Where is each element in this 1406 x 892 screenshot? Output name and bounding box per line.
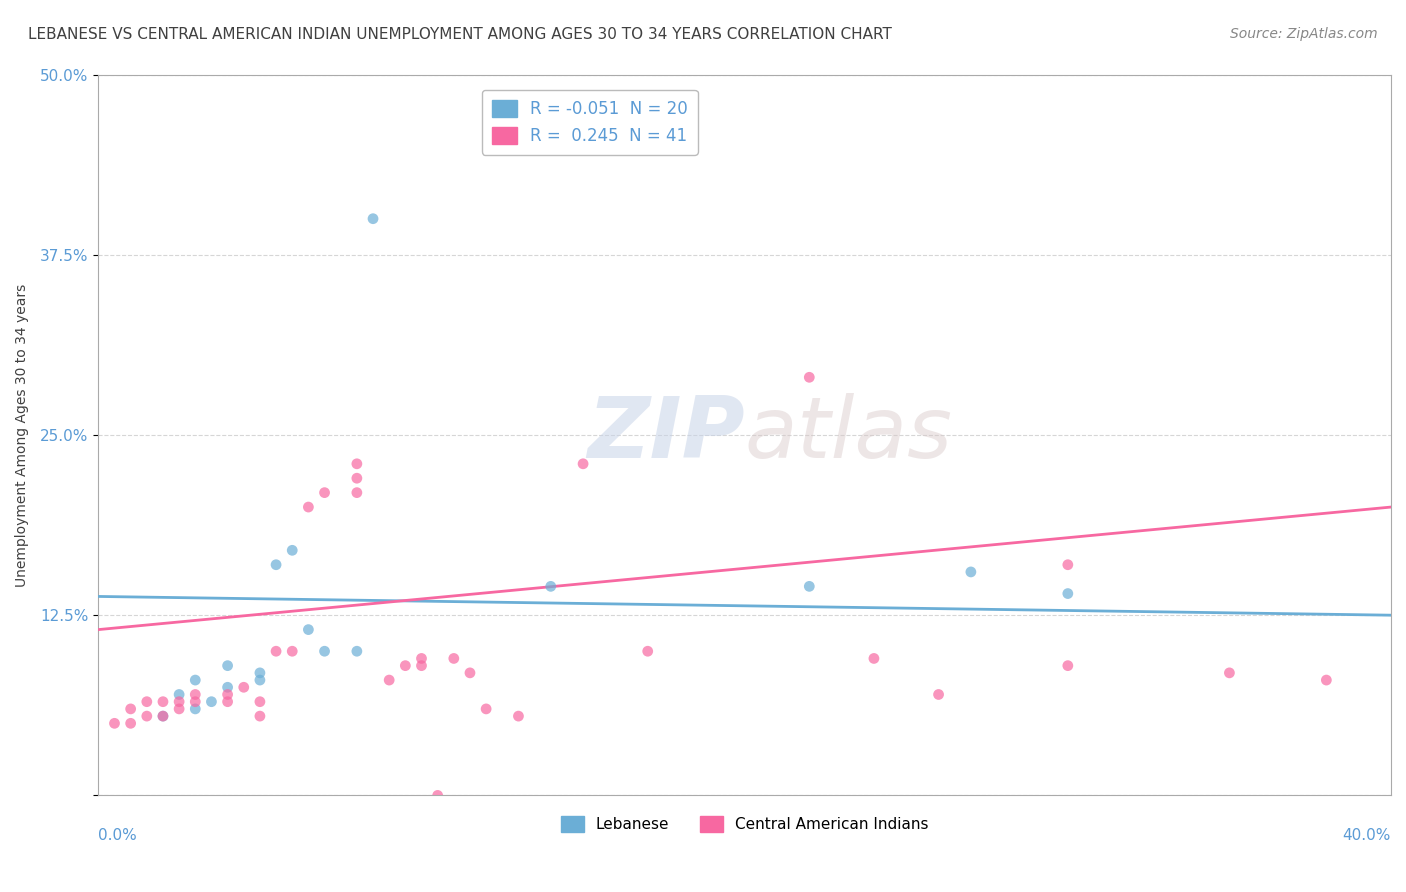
Point <box>184 688 207 702</box>
Point <box>1056 586 1078 600</box>
Point <box>346 457 368 471</box>
Point <box>281 644 304 658</box>
Point <box>217 688 239 702</box>
Point <box>249 709 271 723</box>
Point <box>443 651 465 665</box>
Point <box>799 579 821 593</box>
Point <box>1056 558 1078 572</box>
Point <box>1218 665 1240 680</box>
Point <box>200 695 222 709</box>
Point <box>314 485 336 500</box>
Point <box>217 695 239 709</box>
Point <box>184 702 207 716</box>
Point <box>297 500 319 514</box>
Y-axis label: Unemployment Among Ages 30 to 34 years: Unemployment Among Ages 30 to 34 years <box>15 284 30 587</box>
Point <box>135 709 157 723</box>
Point <box>314 644 336 658</box>
Point <box>637 644 659 658</box>
Point <box>249 673 271 687</box>
Point <box>1056 658 1078 673</box>
Point <box>426 789 449 803</box>
Point <box>249 665 271 680</box>
Point <box>361 211 384 226</box>
Legend: R = -0.051  N = 20, R =  0.245  N = 41: R = -0.051 N = 20, R = 0.245 N = 41 <box>481 90 697 154</box>
Point <box>152 709 174 723</box>
Point <box>120 716 142 731</box>
Point <box>458 665 481 680</box>
Text: atlas: atlas <box>745 393 953 476</box>
Point <box>394 658 416 673</box>
Point <box>863 651 886 665</box>
Point <box>152 695 174 709</box>
Point <box>120 702 142 716</box>
Point <box>960 565 983 579</box>
Point <box>411 651 433 665</box>
Point <box>217 658 239 673</box>
Point <box>167 702 190 716</box>
Point <box>475 702 498 716</box>
Point <box>103 716 125 731</box>
Point <box>184 695 207 709</box>
Text: LEBANESE VS CENTRAL AMERICAN INDIAN UNEMPLOYMENT AMONG AGES 30 TO 34 YEARS CORRE: LEBANESE VS CENTRAL AMERICAN INDIAN UNEM… <box>28 27 891 42</box>
Point <box>928 688 950 702</box>
Text: 0.0%: 0.0% <box>98 828 136 843</box>
Point <box>799 370 821 384</box>
Point <box>297 623 319 637</box>
Point <box>217 680 239 694</box>
Point <box>264 644 287 658</box>
Point <box>232 680 254 694</box>
Point <box>540 579 562 593</box>
Point <box>167 688 190 702</box>
Point <box>184 673 207 687</box>
Text: 40.0%: 40.0% <box>1343 828 1391 843</box>
Point <box>411 658 433 673</box>
Point <box>346 485 368 500</box>
Point <box>378 673 401 687</box>
Point <box>264 558 287 572</box>
Point <box>135 695 157 709</box>
Point <box>1315 673 1337 687</box>
Point <box>508 709 530 723</box>
Text: Source: ZipAtlas.com: Source: ZipAtlas.com <box>1230 27 1378 41</box>
Point <box>152 709 174 723</box>
Point <box>346 471 368 485</box>
Point <box>572 457 595 471</box>
Point <box>346 644 368 658</box>
Point <box>167 695 190 709</box>
Text: ZIP: ZIP <box>588 393 745 476</box>
Point <box>281 543 304 558</box>
Point <box>249 695 271 709</box>
